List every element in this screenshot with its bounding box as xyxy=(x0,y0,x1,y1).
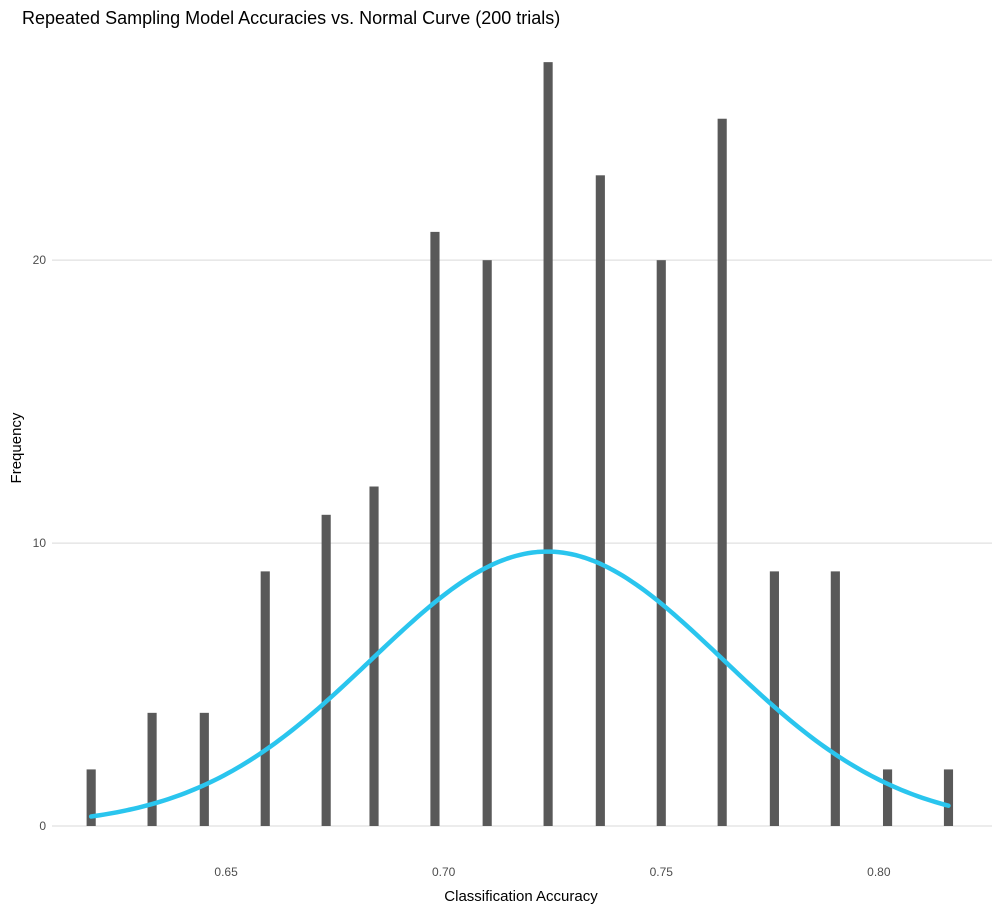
chart-title: Repeated Sampling Model Accuracies vs. N… xyxy=(22,8,560,28)
histogram-bar xyxy=(260,571,270,826)
normal-curve-line xyxy=(88,549,951,819)
y-tick-label: 20 xyxy=(33,253,47,267)
x-tick-label: 0.80 xyxy=(867,865,891,879)
histogram-bar xyxy=(769,571,779,826)
histogram-bar xyxy=(830,571,840,826)
histogram-bar xyxy=(321,514,331,826)
histogram-bar xyxy=(543,62,553,827)
histogram-bar xyxy=(482,260,492,826)
x-tick-label: 0.75 xyxy=(650,865,674,879)
histogram-bars xyxy=(86,62,954,827)
histogram-bar xyxy=(656,260,666,826)
x-tick-label: 0.70 xyxy=(432,865,456,879)
histogram-bar xyxy=(943,769,954,826)
y-tick-label: 10 xyxy=(33,536,47,550)
y-axis-title: Frequency xyxy=(8,412,25,483)
histogram-bar xyxy=(595,175,605,827)
histogram-bar xyxy=(430,231,440,826)
x-tick-label: 0.65 xyxy=(214,865,238,879)
histogram-bar xyxy=(717,118,727,826)
x-axis-title: Classification Accuracy xyxy=(444,888,598,905)
y-tick-label: 0 xyxy=(39,819,46,833)
normal-curve-layer xyxy=(88,549,951,819)
tick-labels: 0 10 20 0.65 0.70 0.75 0.80 xyxy=(33,253,891,879)
histogram-bar xyxy=(199,712,209,826)
grid-lines xyxy=(52,259,992,827)
histogram-bar xyxy=(86,769,96,826)
histogram-bar xyxy=(882,769,893,826)
histogram-bar xyxy=(147,712,157,826)
